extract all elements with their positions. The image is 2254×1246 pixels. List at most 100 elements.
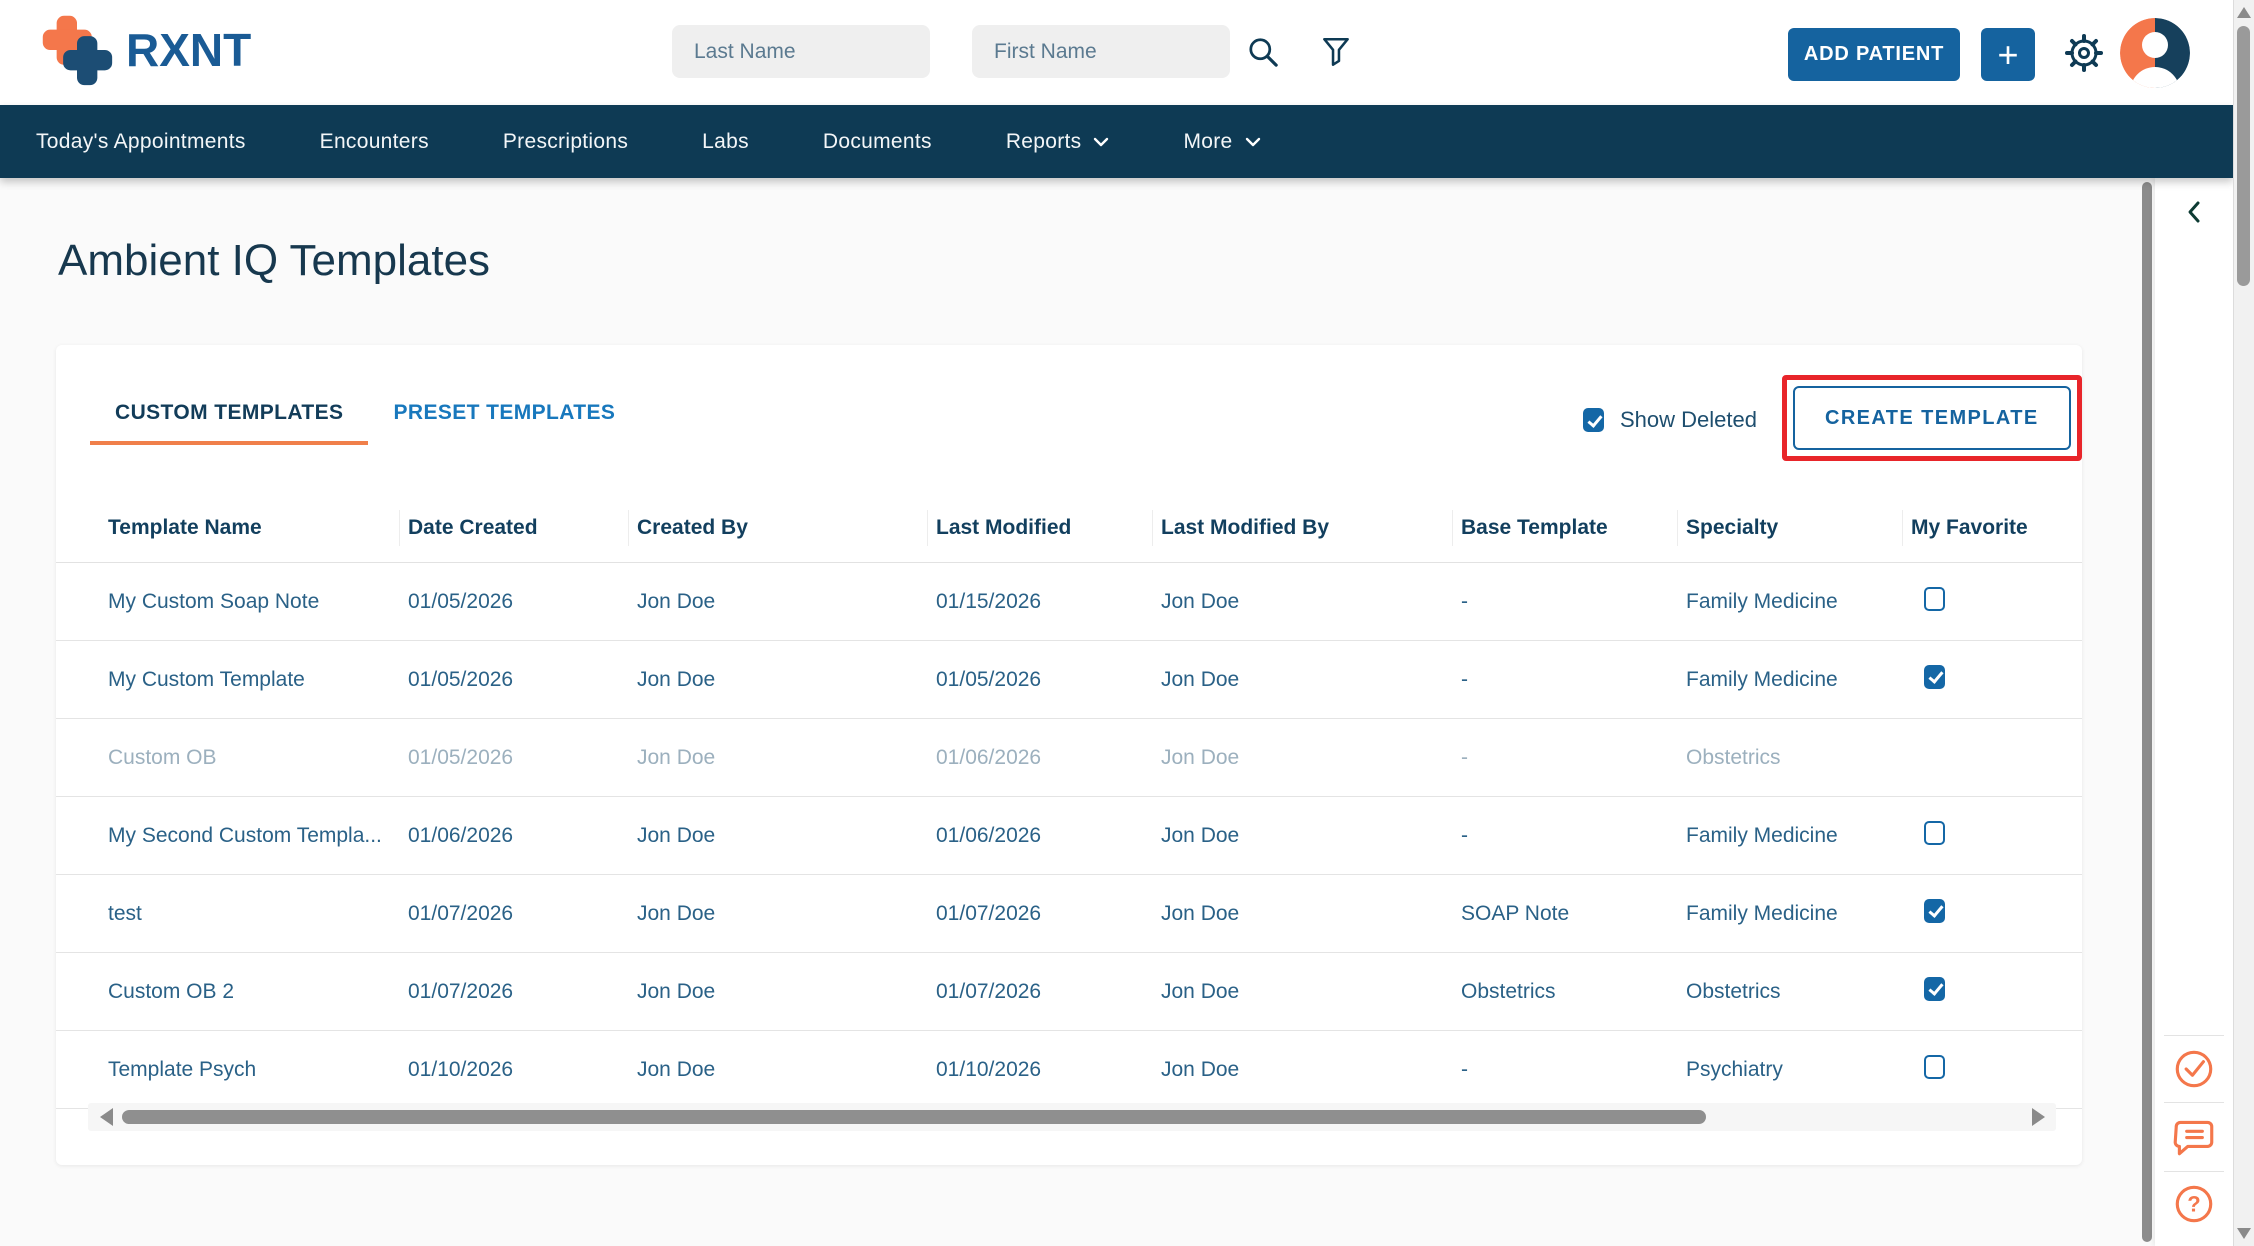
cell-my-favorite (1911, 898, 2082, 929)
cell-base-template: - (1461, 745, 1468, 769)
tab-preset-templates[interactable]: PRESET TEMPLATES (393, 401, 616, 424)
cell-last-modified: 01/15/2026 (936, 589, 1042, 613)
horizontal-scrollbar-thumb[interactable] (122, 1110, 1706, 1124)
column-header[interactable]: Created By (637, 509, 936, 546)
cell-date-created: 01/06/2026 (408, 823, 514, 847)
cell-last-modified: 01/06/2026 (936, 823, 1042, 847)
column-header[interactable]: Last Modified By (1161, 509, 1461, 546)
table-row[interactable]: My Custom Soap Note 01/05/2026 Jon Doe 01/1… (56, 563, 2082, 641)
cell-last-modified-by: Jon Doe (1161, 823, 1240, 847)
add-patient-button[interactable]: ADD PATIENT (1788, 28, 1960, 81)
cell-last-modified-by: Jon Doe (1161, 667, 1240, 691)
cell-specialty: Family Medicine (1686, 901, 1838, 925)
nav-item-label: Labs (702, 129, 749, 153)
table-header: Template Name Date Created Created By Last … (56, 493, 2082, 563)
cell-last-modified: 01/10/2026 (936, 1057, 1042, 1081)
quick-add-button[interactable]: + (1981, 28, 2035, 81)
scroll-down-arrow-icon[interactable] (2237, 1228, 2251, 1239)
column-header[interactable]: Template Name (108, 509, 408, 546)
settings-button[interactable] (2063, 32, 2105, 74)
filter-button[interactable] (1318, 35, 1354, 71)
nav-item-labs[interactable]: Labs (702, 130, 749, 154)
horizontal-scrollbar[interactable] (88, 1103, 2056, 1131)
tab-custom-templates[interactable]: CUSTOM TEMPLATES (90, 389, 369, 445)
table-row[interactable]: Custom OB 01/05/2026 Jon Doe 01/06/2026 Jon … (56, 719, 2082, 797)
cell-base-template: SOAP Note (1461, 901, 1570, 925)
table-row[interactable]: Template Psych 01/10/2026 Jon Doe 01/10/202… (56, 1031, 2082, 1109)
gear-icon (2065, 34, 2103, 72)
nav-item-reports[interactable]: Reports (1006, 130, 1110, 154)
column-header[interactable]: My Favorite (1911, 515, 2028, 539)
cell-last-modified-by: Jon Doe (1161, 979, 1240, 1003)
favorite-checkbox[interactable] (1924, 976, 1945, 1001)
scroll-up-arrow-icon[interactable] (2237, 7, 2251, 18)
show-deleted-label: Show Deleted (1620, 407, 1757, 432)
cell-date-created: 01/10/2026 (408, 1057, 514, 1081)
utility-panel: ? (2155, 178, 2233, 1246)
create-template-button[interactable]: CREATE TEMPLATE (1793, 386, 2071, 450)
chevron-down-icon (1094, 137, 1109, 146)
user-avatar[interactable] (2120, 18, 2190, 88)
table-row[interactable]: Custom OB 2 01/07/2026 Jon Doe 01/07/2026 Jo… (56, 953, 2082, 1031)
browser-scrollbar-thumb[interactable] (2237, 26, 2250, 286)
cell-last-modified: 01/07/2026 (936, 901, 1042, 925)
table-row[interactable]: test 01/07/2026 Jon Doe 01/07/2026 Jon Doe SO… (56, 875, 2082, 953)
nav-item-encounters[interactable]: Encounters (320, 130, 429, 154)
column-header[interactable]: Last Modified (936, 509, 1161, 546)
favorite-checkbox[interactable] (1924, 664, 1945, 689)
show-deleted-control[interactable]: Show Deleted (1583, 407, 1757, 433)
tasks-button[interactable] (2171, 1046, 2217, 1092)
favorite-checkbox[interactable] (1924, 586, 1945, 611)
column-header[interactable]: Specialty (1686, 509, 1911, 546)
search-button[interactable] (1245, 34, 1283, 72)
favorite-checkbox[interactable] (1924, 820, 1945, 845)
scroll-left-arrow-icon[interactable] (100, 1108, 113, 1126)
chat-icon (2173, 1120, 2214, 1156)
table-row[interactable]: My Custom Template 01/05/2026 Jon Doe 01/05… (56, 641, 2082, 719)
app-logo[interactable]: RXNT (40, 13, 251, 87)
table-row[interactable]: My Second Custom Templa... 01/06/2026 Jon … (56, 797, 2082, 875)
nav-item-label: Reports (1005, 129, 1082, 153)
nav-item-label: Encounters (319, 129, 429, 153)
nav-item-label: Today's Appointments (36, 129, 246, 153)
help-button[interactable]: ? (2171, 1181, 2217, 1227)
show-deleted-checkbox[interactable] (1583, 408, 1604, 432)
cell-last-modified-by: Jon Doe (1161, 1057, 1240, 1081)
nav-item-documents[interactable]: Documents (823, 130, 932, 154)
nav-item-more[interactable]: More (1183, 130, 1260, 154)
messages-button[interactable] (2170, 1114, 2218, 1160)
favorite-checkbox[interactable] (1924, 898, 1945, 923)
nav-item-prescriptions[interactable]: Prescriptions (503, 130, 628, 154)
main-nav: Today's Appointments Encounters Prescripti… (0, 105, 2233, 178)
chevron-left-icon (2188, 201, 2200, 223)
column-header[interactable]: Date Created (408, 509, 637, 546)
nav-items: Today's Appointments Encounters Prescripti… (0, 105, 2233, 178)
cell-date-created: 01/05/2026 (408, 667, 514, 691)
browser-scrollbar[interactable] (2233, 0, 2254, 1246)
cell-specialty: Obstetrics (1686, 745, 1781, 769)
table-body: My Custom Soap Note 01/05/2026 Jon Doe 01/1… (56, 563, 2082, 1109)
column-header[interactable]: Base Template (1461, 509, 1686, 546)
cell-date-created: 01/05/2026 (408, 745, 514, 769)
divider (2164, 1171, 2224, 1172)
first-name-input[interactable] (972, 25, 1230, 78)
cell-specialty: Family Medicine (1686, 823, 1838, 847)
cell-my-favorite (1911, 976, 2082, 1007)
page-background: Ambient IQ Templates CUSTOM TEMPLATES PRE… (0, 178, 2233, 1246)
last-name-input[interactable] (672, 25, 930, 78)
cell-last-modified-by: Jon Doe (1161, 745, 1240, 769)
collapse-panel-button[interactable] (2180, 194, 2208, 230)
filter-icon (1323, 37, 1349, 66)
cell-created-by: Jon Doe (637, 979, 716, 1003)
cell-template-name: test (108, 901, 142, 925)
cell-base-template: - (1461, 589, 1468, 613)
rxnt-logo-icon (42, 15, 113, 86)
scroll-right-arrow-icon[interactable] (2032, 1108, 2045, 1126)
cell-created-by: Jon Doe (637, 667, 716, 691)
nav-item-todays-appointments[interactable]: Today's Appointments (36, 130, 246, 154)
cell-specialty: Family Medicine (1686, 667, 1838, 691)
cell-my-favorite (1911, 1054, 2082, 1085)
search-icon (1249, 38, 1278, 67)
content-vertical-scrollbar[interactable] (2142, 182, 2152, 1242)
favorite-checkbox[interactable] (1924, 1054, 1945, 1079)
